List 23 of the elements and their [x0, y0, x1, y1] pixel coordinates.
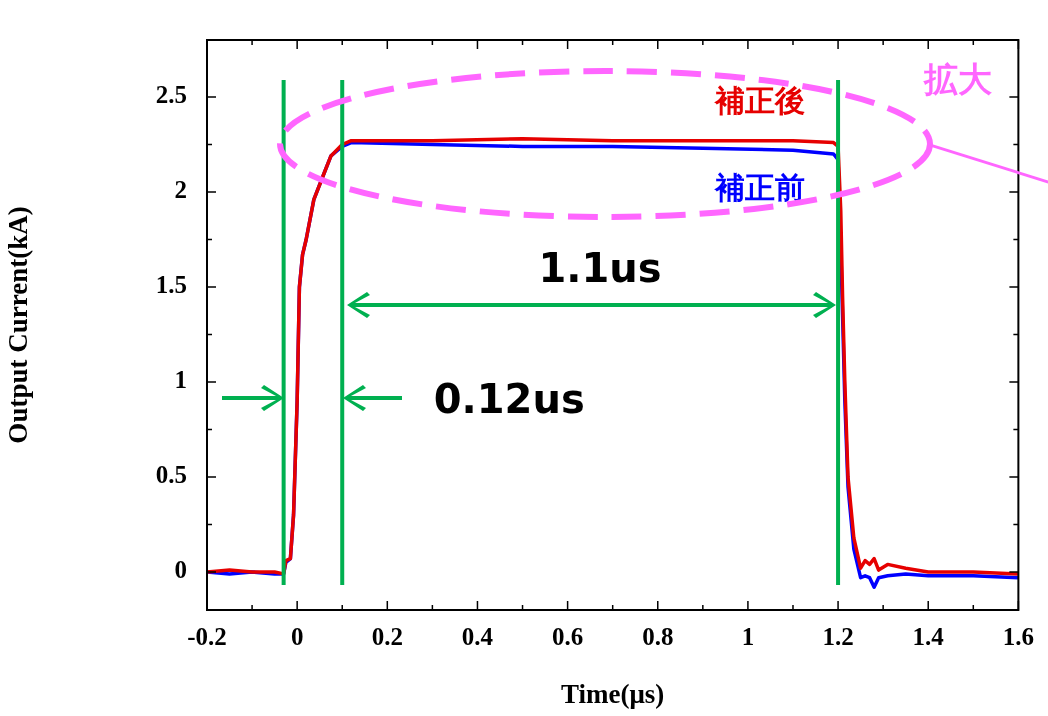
y-tick-label: 2 [174, 176, 187, 204]
x-tick-label: 1.2 [822, 623, 854, 651]
y-tick-label: 2.5 [155, 81, 187, 109]
annotation: 1.1us [538, 245, 662, 292]
y-tick-label: 1 [174, 366, 187, 394]
x-tick-label: 1.4 [912, 623, 945, 651]
x-tick-label: 0.8 [642, 623, 674, 651]
y-tick-label: 0 [174, 556, 187, 584]
x-tick-label: 0.4 [461, 623, 494, 651]
x-tick-label: 1.6 [1002, 623, 1034, 651]
x-tick-label: -0.2 [187, 623, 227, 651]
x-tick-label: 0.6 [551, 623, 584, 651]
x-tick-label: 0.2 [371, 623, 403, 651]
annotation: 0.12us [433, 376, 585, 423]
x-axis-title: Time(μs) [561, 678, 665, 709]
series-label: 補正後 [714, 82, 805, 118]
annotation: 拡大 [923, 58, 992, 99]
series-label: 補正前 [714, 169, 805, 205]
x-tick-label: 1 [741, 623, 755, 651]
x-tick-label: 0 [290, 623, 304, 651]
y-tick-label: 1.5 [155, 271, 187, 299]
y-tick-label: 0.5 [155, 461, 187, 489]
y-axis-title: Output Current(kA) [3, 206, 34, 444]
